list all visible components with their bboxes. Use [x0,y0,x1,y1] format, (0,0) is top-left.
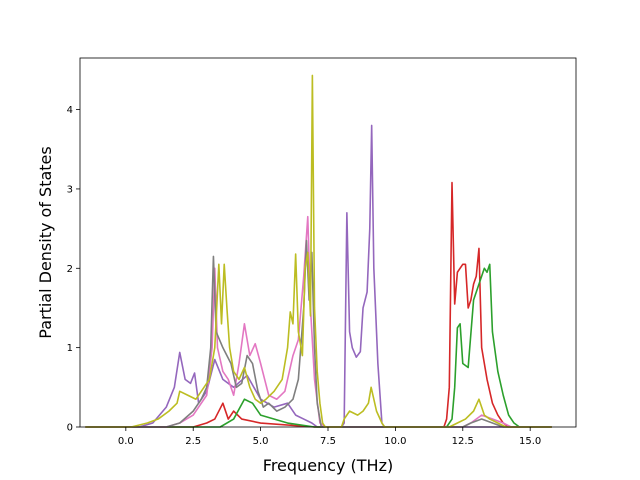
x-tick-label: 15.0 [519,436,541,447]
y-tick-label: 2 [67,264,73,275]
x-tick-label: 2.5 [185,436,201,447]
y-axis-label: Partial Density of States [36,146,55,338]
y-tick-label: 3 [67,184,73,195]
x-tick-label: 5.0 [253,436,269,447]
y-tick-label: 1 [67,343,73,354]
x-tick-label: 12.5 [452,436,474,447]
x-axis-label: Frequency (THz) [263,456,393,475]
x-tick-label: 7.5 [320,436,336,447]
series-line-6 [85,74,552,428]
x-tick-label: 10.0 [384,436,406,447]
series-line-2 [85,181,552,428]
series-line-3 [85,263,552,428]
y-tick-label: 0 [67,423,73,434]
y-tick-label: 4 [67,105,73,116]
x-tick-label: 0.0 [118,436,134,447]
series-layer [85,74,552,428]
y-axis-ticks: 0 1 2 3 4 [67,105,80,434]
series-line-1 [85,124,552,428]
x-axis-ticks: 0.0 2.5 5.0 7.5 10.0 12.5 15.0 [118,427,541,447]
